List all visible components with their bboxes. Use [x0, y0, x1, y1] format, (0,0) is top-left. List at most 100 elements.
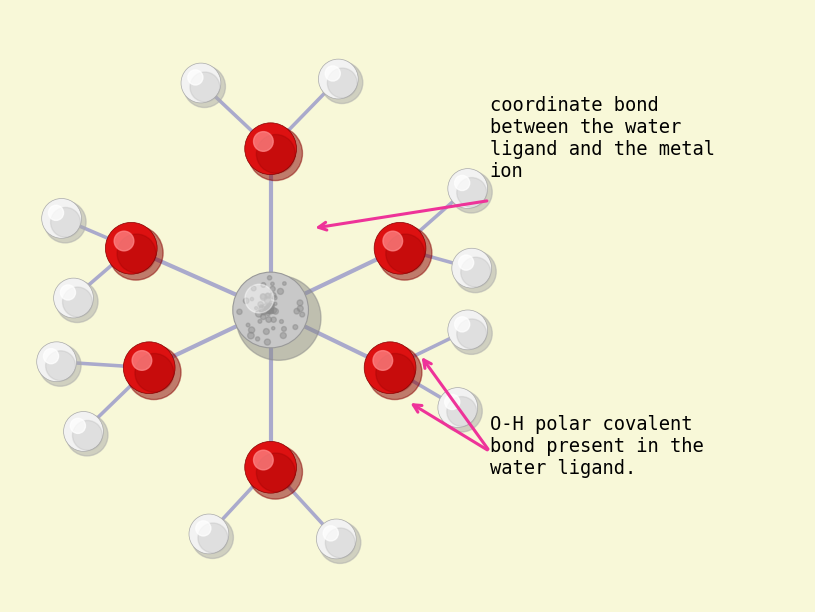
Circle shape — [445, 394, 460, 409]
Circle shape — [267, 275, 271, 280]
Circle shape — [263, 329, 269, 334]
Circle shape — [244, 441, 297, 493]
Circle shape — [73, 420, 103, 450]
Circle shape — [254, 307, 258, 310]
Circle shape — [328, 68, 357, 98]
Circle shape — [262, 310, 267, 315]
Circle shape — [270, 293, 276, 299]
Circle shape — [452, 248, 491, 288]
Circle shape — [455, 317, 469, 332]
Circle shape — [190, 72, 220, 102]
Circle shape — [260, 294, 266, 299]
Circle shape — [274, 302, 277, 305]
Circle shape — [260, 305, 262, 308]
Circle shape — [244, 123, 297, 174]
Circle shape — [266, 317, 271, 323]
Circle shape — [108, 226, 163, 280]
Circle shape — [269, 309, 274, 313]
Circle shape — [66, 414, 108, 456]
Circle shape — [455, 251, 496, 293]
Circle shape — [43, 349, 59, 364]
Circle shape — [262, 304, 269, 310]
Text: O-H polar covalent
bond present in the
water ligand.: O-H polar covalent bond present in the w… — [490, 414, 703, 477]
Circle shape — [270, 286, 275, 291]
Circle shape — [253, 132, 273, 151]
Circle shape — [269, 301, 274, 306]
Circle shape — [42, 198, 82, 238]
Circle shape — [440, 390, 482, 432]
Circle shape — [244, 298, 249, 304]
Circle shape — [264, 297, 271, 303]
Circle shape — [271, 327, 275, 330]
Circle shape — [267, 304, 273, 310]
Circle shape — [267, 310, 271, 314]
Circle shape — [260, 309, 264, 313]
Circle shape — [447, 310, 487, 350]
Circle shape — [267, 303, 275, 310]
Circle shape — [267, 313, 270, 316]
Circle shape — [37, 342, 77, 382]
Circle shape — [451, 171, 492, 213]
Circle shape — [261, 314, 266, 319]
Circle shape — [183, 65, 226, 108]
Circle shape — [46, 351, 76, 381]
Circle shape — [319, 59, 359, 99]
Circle shape — [271, 307, 276, 313]
Circle shape — [268, 308, 273, 314]
Circle shape — [266, 293, 270, 297]
Circle shape — [283, 282, 286, 285]
Circle shape — [321, 62, 363, 103]
Circle shape — [132, 351, 152, 370]
Circle shape — [297, 305, 303, 312]
Circle shape — [237, 309, 242, 315]
Text: coordinate bond
between the water
ligand and the metal
ion: coordinate bond between the water ligand… — [490, 96, 715, 181]
Circle shape — [373, 351, 393, 370]
Circle shape — [39, 345, 81, 386]
Circle shape — [273, 296, 277, 300]
Circle shape — [364, 342, 416, 394]
Circle shape — [48, 205, 64, 220]
Circle shape — [376, 354, 415, 392]
Circle shape — [455, 176, 469, 190]
Circle shape — [325, 66, 341, 81]
Circle shape — [60, 285, 76, 300]
Circle shape — [271, 317, 276, 323]
Circle shape — [385, 234, 425, 273]
Circle shape — [265, 293, 271, 299]
Circle shape — [447, 169, 487, 209]
Circle shape — [117, 234, 156, 273]
Circle shape — [263, 309, 268, 314]
Circle shape — [324, 526, 338, 541]
Circle shape — [192, 517, 233, 558]
Circle shape — [456, 177, 487, 207]
Circle shape — [105, 222, 157, 274]
Circle shape — [374, 222, 426, 274]
Circle shape — [63, 287, 92, 317]
Circle shape — [248, 445, 302, 499]
Circle shape — [64, 411, 104, 451]
Circle shape — [236, 275, 321, 360]
Circle shape — [451, 313, 492, 354]
Circle shape — [447, 397, 477, 427]
Circle shape — [294, 308, 300, 314]
Circle shape — [265, 307, 268, 310]
Circle shape — [325, 528, 355, 558]
Circle shape — [282, 327, 286, 331]
Circle shape — [280, 319, 284, 324]
Circle shape — [187, 70, 203, 85]
Circle shape — [249, 327, 255, 333]
Circle shape — [280, 332, 286, 338]
Circle shape — [316, 519, 356, 559]
Circle shape — [233, 272, 308, 348]
Circle shape — [198, 523, 228, 553]
Circle shape — [261, 283, 266, 288]
Circle shape — [259, 306, 266, 313]
Circle shape — [271, 282, 274, 286]
Circle shape — [264, 339, 271, 345]
Circle shape — [256, 337, 260, 341]
Circle shape — [54, 278, 94, 318]
Circle shape — [244, 284, 274, 313]
Circle shape — [70, 418, 86, 433]
Circle shape — [126, 345, 181, 400]
Circle shape — [114, 231, 134, 251]
